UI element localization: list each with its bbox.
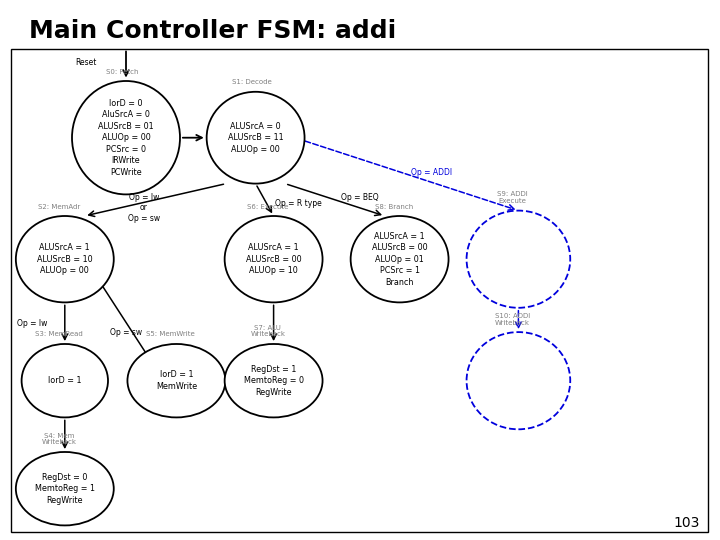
Text: Op = R type: Op = R type — [276, 199, 322, 208]
Ellipse shape — [467, 332, 570, 429]
Ellipse shape — [16, 216, 114, 302]
Text: S1: Decode: S1: Decode — [232, 79, 272, 85]
Text: S3: MemRead: S3: MemRead — [35, 332, 83, 338]
Text: RegDst = 1
MemtoReg = 0
RegWrite: RegDst = 1 MemtoReg = 0 RegWrite — [243, 364, 304, 397]
Text: S8: Branch: S8: Branch — [374, 204, 413, 210]
Ellipse shape — [127, 344, 225, 417]
Text: S10: ADDI
Writeback: S10: ADDI Writeback — [495, 313, 530, 326]
Text: S7: ALU
Writeback: S7: ALU Writeback — [251, 325, 285, 338]
Text: S0: Fetch: S0: Fetch — [106, 69, 139, 75]
Text: ALUSrcA = 0
ALUSrcB = 11
ALUOp = 00: ALUSrcA = 0 ALUSrcB = 11 ALUOp = 00 — [228, 122, 284, 154]
Ellipse shape — [72, 81, 180, 194]
Text: Op = BEQ: Op = BEQ — [341, 193, 379, 201]
Ellipse shape — [225, 216, 323, 302]
Ellipse shape — [207, 92, 305, 184]
Text: S5: MemWrite: S5: MemWrite — [146, 332, 195, 338]
Ellipse shape — [351, 216, 449, 302]
Text: ALUSrcA = 1
ALUSrcB = 10
ALUOp = 00: ALUSrcA = 1 ALUSrcB = 10 ALUOp = 00 — [37, 243, 93, 275]
Text: ALUSrcA = 1
ALUSrcB = 00
ALUOp = 10: ALUSrcA = 1 ALUSrcB = 00 ALUOp = 10 — [246, 243, 302, 275]
Text: S4: Mem
Writeback: S4: Mem Writeback — [42, 433, 76, 446]
Ellipse shape — [16, 452, 114, 525]
Text: 103: 103 — [673, 516, 700, 530]
Text: IorD = 1: IorD = 1 — [48, 376, 81, 385]
Text: Op = lw: Op = lw — [17, 319, 48, 328]
Text: IorD = 1
MemWrite: IorD = 1 MemWrite — [156, 370, 197, 391]
Ellipse shape — [22, 344, 108, 417]
Ellipse shape — [467, 211, 570, 308]
Text: Op = sw: Op = sw — [110, 328, 142, 336]
Text: S6: Execute: S6: Execute — [247, 204, 289, 210]
Text: Reset: Reset — [76, 58, 97, 66]
Text: Op = lw
or
Op = sw: Op = lw or Op = sw — [128, 193, 160, 223]
Text: RegDst = 0
MemtoReg = 1
RegWrite: RegDst = 0 MemtoReg = 1 RegWrite — [35, 472, 95, 505]
Ellipse shape — [225, 344, 323, 417]
Text: ALUSrcA = 1
ALUSrcB = 00
ALUOp = 01
PCSrc = 1
Branch: ALUSrcA = 1 ALUSrcB = 00 ALUOp = 01 PCSr… — [372, 232, 428, 287]
Text: S9: ADDI
Execute: S9: ADDI Execute — [498, 191, 528, 204]
Text: IorD = 0
AluSrcA = 0
ALUSrcB = 01
ALUOp = 00
PCSrc = 0
IRWrite
PCWrite: IorD = 0 AluSrcA = 0 ALUSrcB = 01 ALUOp … — [98, 99, 154, 177]
Text: Op = ADDI: Op = ADDI — [411, 168, 453, 177]
Text: Main Controller FSM: addi: Main Controller FSM: addi — [29, 19, 396, 43]
Text: S2: MemAdr: S2: MemAdr — [38, 204, 80, 210]
